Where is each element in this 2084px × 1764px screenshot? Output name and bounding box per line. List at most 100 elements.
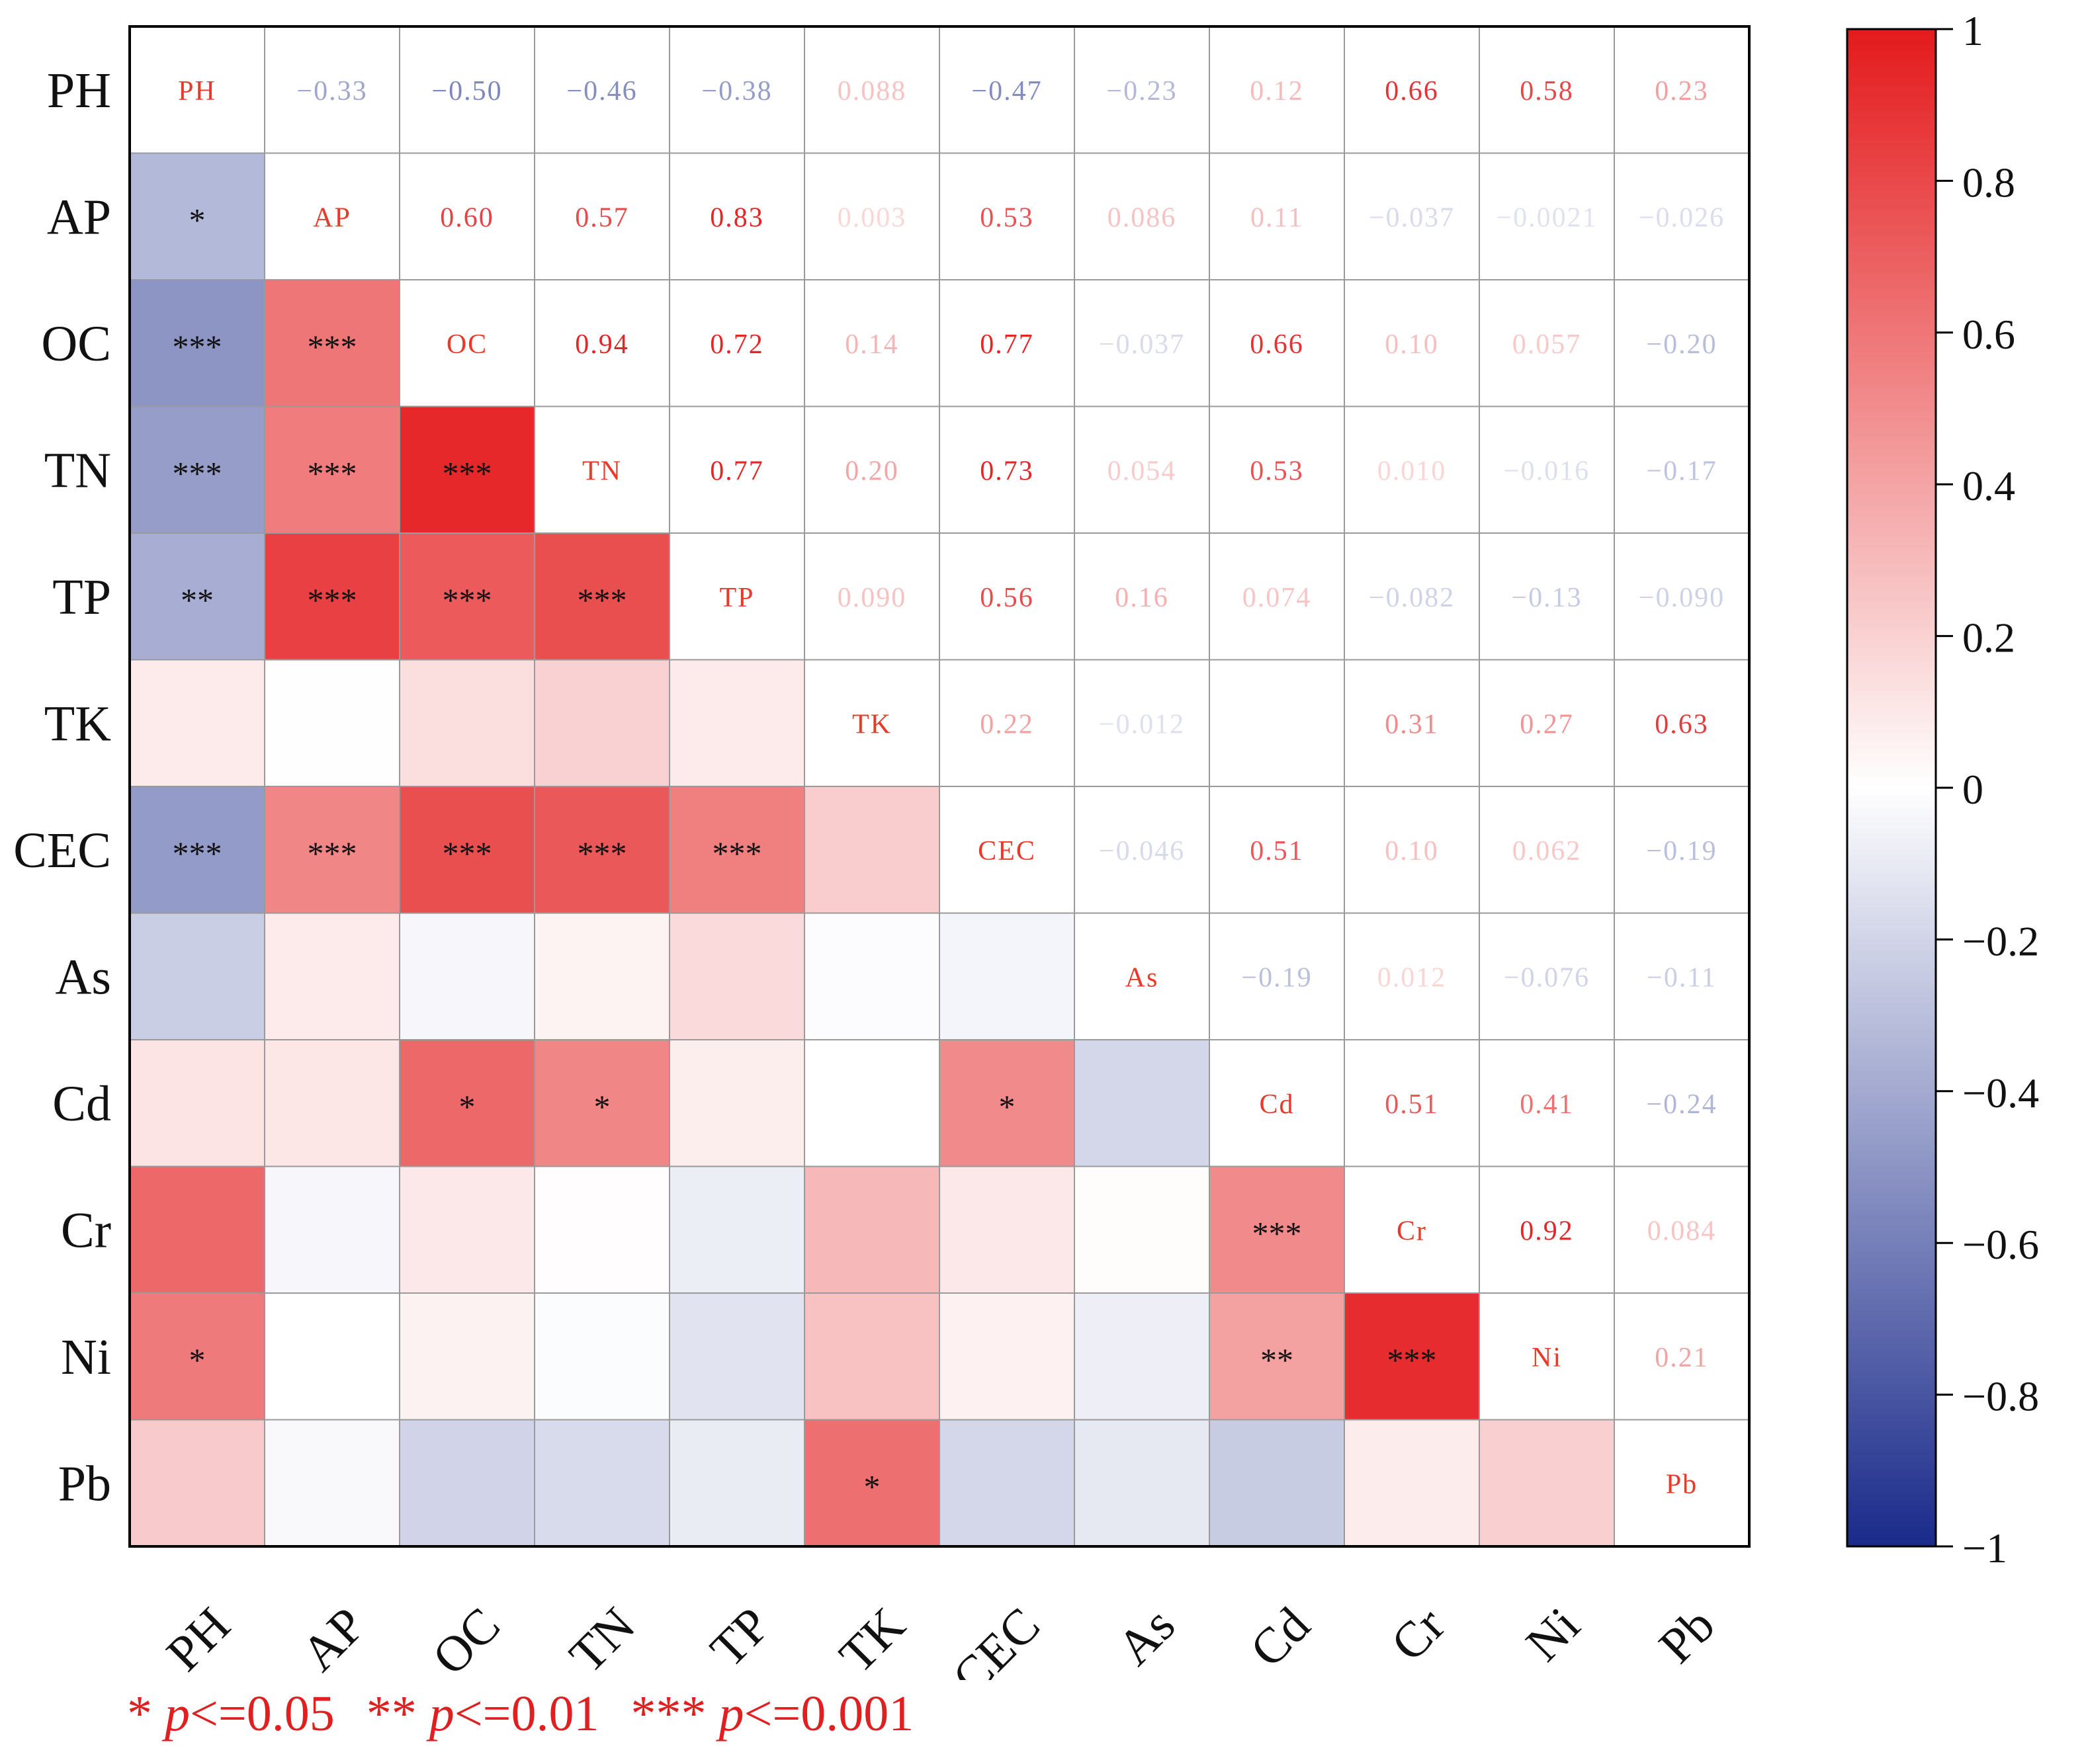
cell-Cr-TN [535, 1166, 670, 1293]
significance-stars: ** [1260, 1341, 1293, 1378]
cell-CEC-TP [670, 786, 804, 913]
y-tick-label: Ni [61, 1329, 111, 1385]
y-tick-label: As [56, 949, 111, 1005]
colorbar-tick-label: 0 [1962, 766, 1983, 813]
correlation-value: 0.66 [1385, 76, 1439, 106]
correlation-value: 0.23 [1655, 76, 1709, 106]
cell-Cd-Pb [1614, 1040, 1749, 1167]
correlation-value: −0.012 [1099, 709, 1185, 739]
cell-AP-TK [804, 153, 939, 280]
correlation-value: 0.51 [1250, 836, 1304, 866]
colorbar-tick-label: 0.2 [1962, 614, 2015, 661]
cell-Cd-TP [670, 1040, 804, 1167]
cell-PH-TP [670, 26, 804, 153]
cell-Cr-AP [265, 1166, 400, 1293]
cell-As-Cr [1344, 913, 1479, 1040]
cell-Pb-CEC [939, 1419, 1074, 1546]
cell-TN-CEC [939, 406, 1074, 533]
correlation-value: 0.63 [1655, 709, 1709, 739]
correlation-value: −0.082 [1369, 583, 1455, 613]
correlation-value: 0.57 [575, 202, 629, 233]
cell-CEC-OC [400, 786, 535, 913]
significance-stars: *** [443, 581, 492, 618]
correlation-value: −0.090 [1639, 583, 1725, 613]
cell-AP-Cr [1344, 153, 1479, 280]
x-tick-label: Pb [1649, 1597, 1725, 1674]
correlation-value: 0.20 [845, 456, 899, 486]
cell-OC-TP [670, 280, 804, 407]
cell-Ni-Ni [1479, 1293, 1614, 1420]
cell-As-OC [400, 913, 535, 1040]
cell-Pb-AP [265, 1419, 400, 1546]
correlation-value: 0.057 [1512, 329, 1582, 360]
cell-TN-TP [670, 406, 804, 533]
cell-Cd-AP [265, 1040, 400, 1167]
colorbar-gradient [1846, 28, 1937, 1548]
cell-CEC-Cd [1209, 786, 1344, 913]
correlation-value: 0.054 [1107, 456, 1177, 486]
correlation-value: −0.016 [1504, 456, 1590, 486]
cell-TN-Ni [1479, 406, 1614, 533]
colorbar-tick-label: 0.8 [1962, 159, 2015, 206]
cell-AP-PH [130, 153, 265, 280]
cell-OC-TK [804, 280, 939, 407]
cell-AP-OC [400, 153, 535, 280]
correlation-value: −0.50 [431, 76, 502, 106]
cell-OC-Cr [1344, 280, 1479, 407]
significance-stars: *** [308, 581, 357, 618]
cell-TK-CEC [939, 659, 1074, 786]
correlation-value: −0.037 [1099, 329, 1185, 360]
correlation-value: 0.16 [1115, 583, 1169, 613]
correlation-value: −0.46 [566, 76, 637, 106]
correlation-value: 0.10 [1385, 329, 1439, 360]
significance-stars: *** [578, 581, 627, 618]
cell-PH-TK [804, 26, 939, 153]
correlation-value: −0.046 [1099, 836, 1185, 866]
diagonal-label: CEC [978, 836, 1036, 866]
cell-PH-Cr [1344, 26, 1479, 153]
diagonal-label: TK [852, 709, 892, 739]
significance-stars: * [189, 1341, 206, 1378]
colorbar-tick-label: 1 [1962, 7, 1983, 54]
cell-Cr-OC [400, 1166, 535, 1293]
cell-TP-TP [670, 533, 804, 660]
cell-PH-Pb [1614, 26, 1749, 153]
correlation-value: 0.27 [1520, 709, 1574, 739]
cell-AP-Ni [1479, 153, 1614, 280]
correlation-value: −0.24 [1646, 1089, 1717, 1120]
correlation-value: 0.56 [980, 583, 1034, 613]
diagonal-label: PH [178, 76, 216, 106]
cell-CEC-TK [804, 786, 939, 913]
cell-OC-CEC [939, 280, 1074, 407]
cell-TP-Cr [1344, 533, 1479, 660]
cell-TP-CEC [939, 533, 1074, 660]
significance-stars: ** [181, 581, 214, 618]
cell-TP-Cd [1209, 533, 1344, 660]
correlation-value: 0.94 [575, 329, 629, 360]
cell-Pb-Cr [1344, 1419, 1479, 1546]
cell-As-AP [265, 913, 400, 1040]
y-tick-label: Pb [58, 1456, 111, 1511]
x-axis-tick-labels: PH AP OC TN TP TK CEC As Cd Cr Ni Pb [156, 1597, 1725, 1680]
cell-Ni-TP [670, 1293, 804, 1420]
cell-TN-Cd [1209, 406, 1344, 533]
y-tick-label: OC [41, 316, 111, 372]
cell-CEC-Pb [1614, 786, 1749, 913]
correlation-value: −0.026 [1639, 202, 1725, 233]
x-tick-label: TP [700, 1597, 781, 1678]
significance-stars: * [459, 1088, 476, 1125]
diagonal-label: AP [313, 202, 351, 233]
correlation-value: −0.0021 [1496, 202, 1597, 233]
cell-OC-AP [265, 280, 400, 407]
cell-Ni-PH [130, 1293, 265, 1420]
colorbar-tick-label: 0.6 [1962, 311, 2015, 358]
correlation-value: −0.33 [296, 76, 367, 106]
cell-Ni-OC [400, 1293, 535, 1420]
cell-Ni-TK [804, 1293, 939, 1420]
cell-OC-PH [130, 280, 265, 407]
colorbar-tick-label: −0.4 [1962, 1070, 2039, 1116]
cell-TN-TK [804, 406, 939, 533]
correlation-value: 0.73 [980, 456, 1034, 486]
cell-OC-Ni [1479, 280, 1614, 407]
correlation-value: −0.47 [971, 76, 1042, 106]
